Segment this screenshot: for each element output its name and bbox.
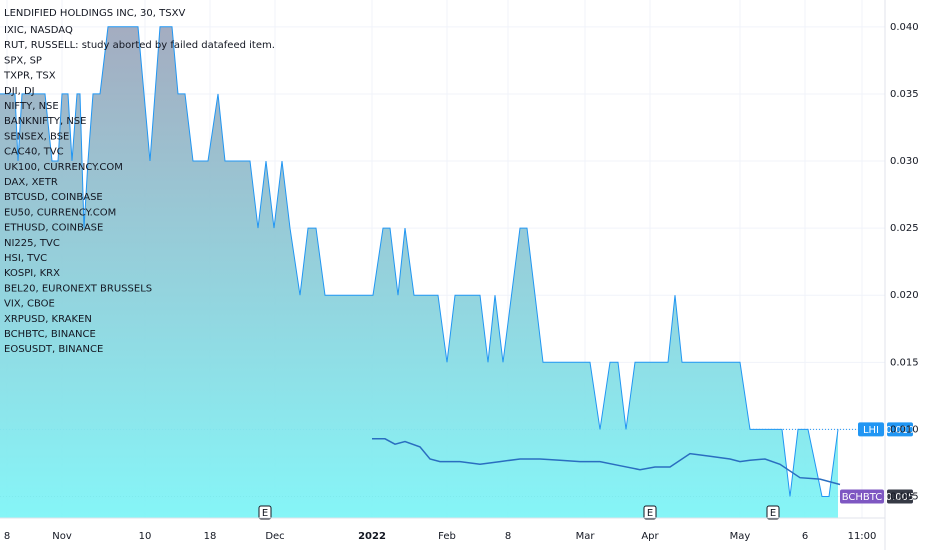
- legend-line: HSI, TVC: [4, 253, 47, 264]
- x-tick-label: Dec: [265, 531, 284, 542]
- price-tag-name-box: [858, 422, 884, 437]
- legend-line: DAX, XETR: [4, 177, 58, 188]
- event-box: [643, 505, 657, 520]
- x-tick-label: Feb: [438, 531, 456, 542]
- x-tick-label: 2022: [358, 531, 386, 542]
- price-tag-label: 0.010: [886, 425, 915, 436]
- area-fill: [0, 26, 838, 519]
- legend-line: UK100, CURRENCY.COM: [4, 162, 123, 173]
- y-tick-label: 0.015: [890, 357, 919, 368]
- price-tag-name: LHI: [863, 425, 879, 436]
- event-marker: E: [258, 505, 272, 520]
- x-tick-label: 8: [505, 531, 511, 542]
- legend-line: XRPUSD, KRAKEN: [4, 314, 92, 325]
- legend-line: NIFTY, NSE: [4, 101, 59, 112]
- legend-line: BANKNIFTY, NSE: [4, 116, 86, 127]
- x-tick-label: 8: [4, 531, 10, 542]
- y-tick-label: 0.040: [890, 22, 919, 33]
- event-label: E: [770, 508, 776, 519]
- x-tick-label: Apr: [641, 531, 659, 542]
- price-tag-name: BCHBTC: [842, 492, 883, 503]
- y-tick-label: 0.010: [890, 424, 919, 435]
- plot: [0, 26, 841, 519]
- series-line: [372, 438, 841, 486]
- x-tick-label: 11:00: [848, 531, 877, 542]
- price-tag: [887, 422, 913, 437]
- x-tick-label: Mar: [576, 531, 596, 542]
- legend-line: VIX, CBOE: [4, 299, 55, 310]
- y-tick-label: 0.035: [890, 89, 919, 100]
- legend-line: SPX, SP: [4, 55, 42, 66]
- legend-line: RUT, RUSSELL: study aborted by failed da…: [4, 40, 275, 51]
- price-tag-name-box: [840, 489, 884, 504]
- event-marker: E: [643, 505, 657, 520]
- event-label: E: [262, 508, 268, 519]
- x-tick-label: 18: [204, 531, 217, 542]
- legend-line: KOSPI, KRX: [4, 268, 60, 279]
- event-box: [258, 505, 272, 520]
- chart-title: LENDIFIED HOLDINGS INC, 30, TSXV: [4, 8, 185, 19]
- x-tick-label: Nov: [52, 531, 72, 542]
- price-tag: [887, 489, 913, 504]
- legend-line: EU50, CURRENCY.COM: [4, 207, 116, 218]
- event-box: [766, 505, 780, 520]
- x-tick-label: May: [730, 531, 751, 542]
- legend-line: ETHUSD, COINBASE: [4, 223, 103, 234]
- overlay: IXIC, NASDAQ RUT, RUSSELL: study aborted …: [3, 25, 915, 520]
- legend-line: TXPR, TSX: [3, 71, 56, 82]
- event-label: E: [647, 508, 653, 519]
- event-marker: E: [766, 505, 780, 520]
- legend-line: NI225, TVC: [4, 238, 60, 249]
- legend-line: CAC40, TVC: [4, 147, 64, 158]
- y-tick-label: 0.005: [890, 492, 919, 503]
- legend-line: BCHBTC, BINANCE: [4, 329, 96, 340]
- y-tick-label: 0.025: [890, 223, 919, 234]
- legend-line: BEL20, EURONEXT BRUSSELS: [4, 283, 152, 294]
- legend-line: EOSUSDT, BINANCE: [4, 344, 103, 355]
- series-line: [0, 26, 839, 497]
- legend-line: SENSEX, BSE: [4, 131, 69, 142]
- y-tick-label: 0.030: [890, 156, 919, 167]
- x-tick-label: 6: [802, 531, 808, 542]
- legend-line: IXIC, NASDAQ: [4, 25, 73, 36]
- y-tick-label: 0.020: [890, 290, 919, 301]
- legend-line: DJI, DJ: [4, 86, 35, 97]
- price-tag-label: 0.005: [886, 492, 915, 503]
- x-tick-label: 10: [139, 531, 152, 542]
- legend-line: BTCUSD, COINBASE: [4, 192, 103, 203]
